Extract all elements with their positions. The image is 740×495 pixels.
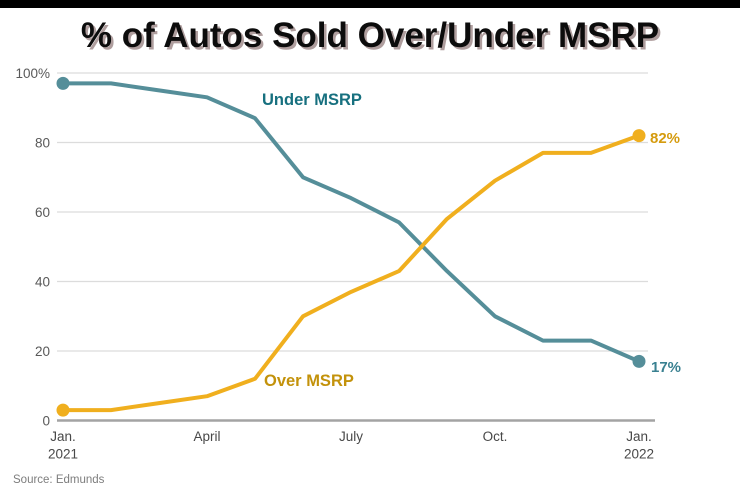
x-tick-label: July	[339, 429, 363, 444]
data-point-marker-over-msrp	[56, 403, 70, 417]
y-tick-label: 40	[35, 275, 50, 290]
data-point-marker-under-msrp	[56, 76, 70, 90]
x-tick-label: April	[193, 429, 220, 444]
series-line-over-msrp	[61, 133, 641, 413]
y-tick-label: 20	[35, 344, 50, 359]
y-tick-label: 0	[42, 414, 50, 429]
series-label-under-msrp: Under MSRP	[262, 91, 362, 109]
source-attribution: Source: Edmunds	[13, 474, 105, 486]
y-tick-label: 100%	[15, 66, 50, 81]
y-tick-label: 60	[35, 205, 50, 220]
y-tick-label: 80	[35, 136, 50, 151]
series-label-over-msrp: Over MSRP	[264, 372, 354, 390]
x-tick-label: Oct.	[483, 429, 508, 444]
data-point-marker-over-msrp	[632, 129, 646, 143]
x-tick-label: Jan.	[50, 429, 76, 444]
end-value-label-under-msrp: 17%	[651, 359, 682, 376]
series-line-under-msrp	[61, 81, 641, 364]
x-tick-label: 2022	[624, 447, 654, 462]
chart-title: % of Autos Sold Over/Under MSRP	[80, 16, 660, 55]
top-border-bar	[0, 0, 740, 8]
end-value-label-over-msrp: 82%	[650, 130, 681, 147]
x-tick-label: 2021	[48, 447, 78, 462]
x-tick-label: Jan.	[626, 429, 652, 444]
data-point-marker-under-msrp	[632, 354, 646, 368]
